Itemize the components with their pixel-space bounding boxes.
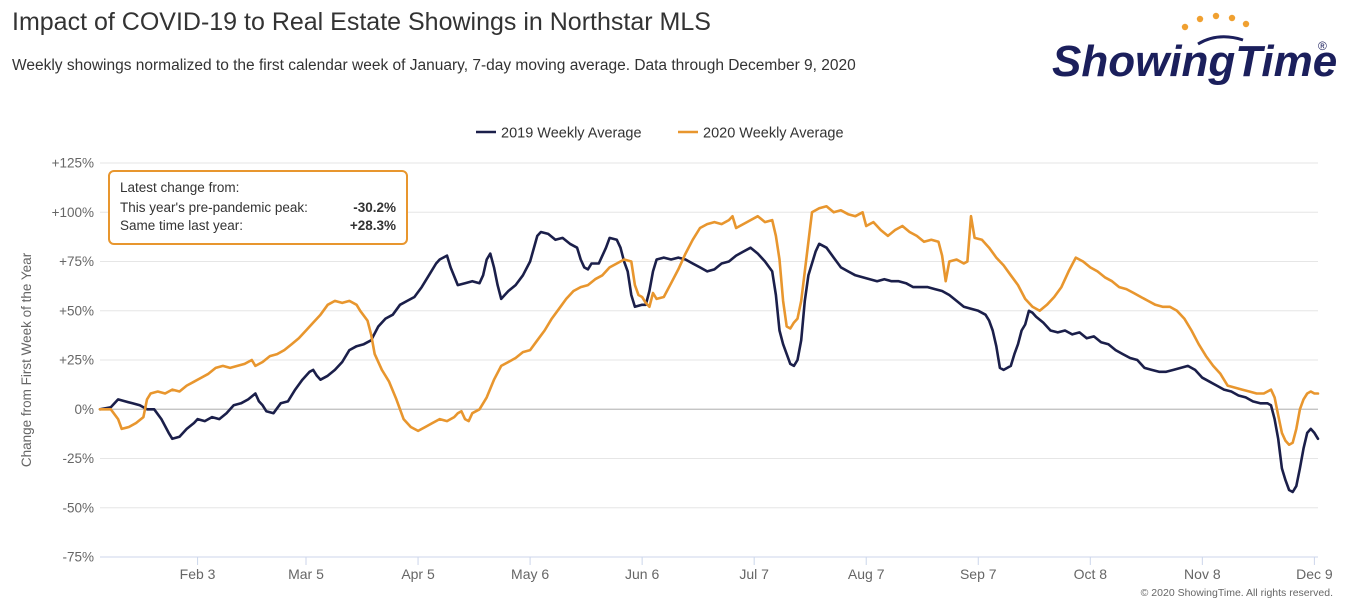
x-axis-ticks: Feb 3 Mar 5 Apr 5 May 6 Jun 6 Jul 7 Aug 7 Sep 7… <box>180 557 1333 582</box>
chart-title: Impact of COVID-19 to Real Estate Showin… <box>12 8 711 36</box>
y-tick-label: +50% <box>59 303 94 318</box>
y-tick-label: 0% <box>74 402 94 417</box>
x-tick-label: Apr 5 <box>401 566 435 582</box>
x-tick-label: May 6 <box>511 566 549 582</box>
y-tick-label: -25% <box>62 451 94 466</box>
y-tick-label: +75% <box>59 254 94 269</box>
x-tick-label: Feb 3 <box>180 566 216 582</box>
y-tick-label: -50% <box>62 500 94 515</box>
y-tick-label: -75% <box>62 550 94 565</box>
series-line-2019 <box>98 230 1320 494</box>
y-axis-label: Change from First Week of the Year <box>19 252 34 467</box>
latest-change-box: Latest change from: This year's pre-pand… <box>108 170 408 245</box>
y-axis-ticks: +125% +100% +75% +50% +25% 0% -25% -50% -75% <box>52 156 94 565</box>
legend: 2019 Weekly Average 2020 Weekly Average <box>476 126 844 142</box>
x-tick-label: Mar 5 <box>288 566 324 582</box>
legend-label: 2020 Weekly Average <box>703 126 844 142</box>
legend-label: 2019 Weekly Average <box>501 126 642 142</box>
x-tick-label: Sep 7 <box>960 566 997 582</box>
series-lines <box>98 205 1320 494</box>
logo-wordmark: ShowingTime <box>1052 37 1337 86</box>
y-tick-label: +25% <box>59 353 94 368</box>
stat-label-peak: This year's pre-pandemic peak: <box>120 200 308 215</box>
gridlines <box>100 162 1318 558</box>
x-tick-label: Oct 8 <box>1074 566 1108 582</box>
x-tick-label: Aug 7 <box>848 566 885 582</box>
x-tick-label: Jul 7 <box>739 566 769 582</box>
logo-registered-mark: ® <box>1318 39 1327 53</box>
stat-value-last-year: +28.3% <box>349 218 396 233</box>
series-line-2020 <box>98 205 1320 446</box>
latest-change-heading: Latest change from: <box>120 180 240 195</box>
stat-row-peak: This year's pre-pandemic peak: -30.2% <box>120 199 396 217</box>
chart-subtitle: Weekly showings normalized to the first … <box>12 57 856 74</box>
y-tick-label: +100% <box>52 205 94 220</box>
copyright-notice: © 2020 ShowingTime. All rights reserved. <box>1140 587 1333 599</box>
x-tick-label: Dec 9 <box>1296 566 1333 582</box>
logo-sunburst-icon <box>1181 12 1250 46</box>
x-tick-label: Nov 8 <box>1184 566 1221 582</box>
y-tick-label: +125% <box>52 156 94 171</box>
stat-label-last-year: Same time last year: <box>120 218 244 233</box>
stat-value-peak: -30.2% <box>353 200 396 215</box>
stat-row-last-year: Same time last year: +28.3% <box>120 217 396 235</box>
x-tick-label: Jun 6 <box>625 566 659 582</box>
showingtime-logo: ShowingTime ® <box>1052 12 1337 86</box>
